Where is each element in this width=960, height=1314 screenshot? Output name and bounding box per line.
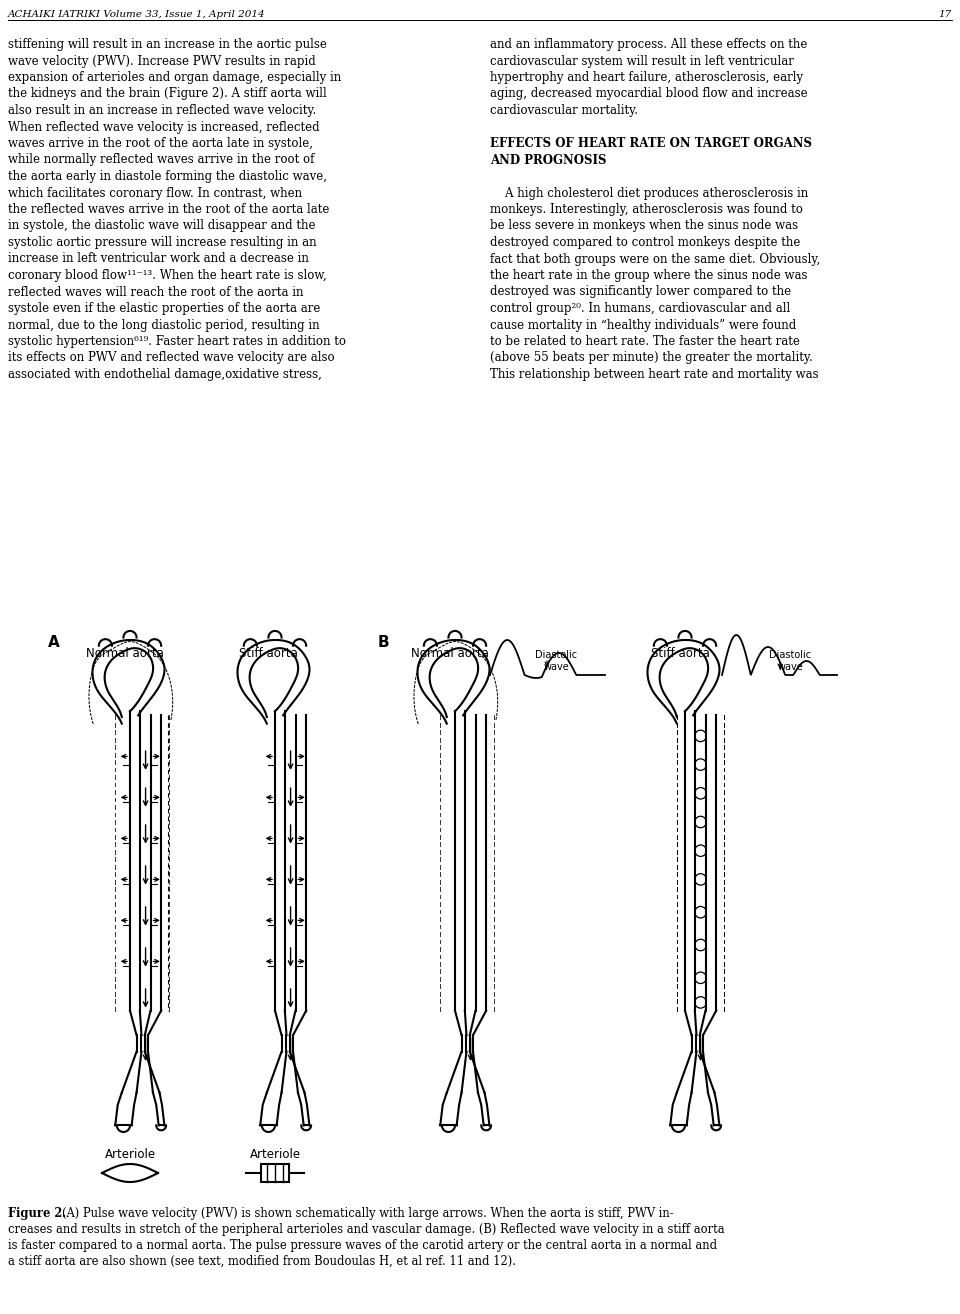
Text: reflected waves will reach the root of the aorta in: reflected waves will reach the root of t… [8, 285, 303, 298]
Text: and an inflammatory process. All these effects on the: and an inflammatory process. All these e… [490, 38, 807, 51]
Text: B: B [378, 635, 390, 650]
Text: Diastolic
wave: Diastolic wave [769, 650, 811, 671]
Text: A high cholesterol diet produces atherosclerosis in: A high cholesterol diet produces atheros… [490, 187, 808, 200]
Text: the reflected waves arrive in the root of the aorta late: the reflected waves arrive in the root o… [8, 202, 329, 215]
Text: Normal aorta: Normal aorta [86, 646, 164, 660]
Text: cardiovascular system will result in left ventricular: cardiovascular system will result in lef… [490, 54, 794, 67]
Text: control group²⁰. In humans, cardiovascular and all: control group²⁰. In humans, cardiovascul… [490, 302, 790, 315]
Text: systolic hypertension⁶¹⁹. Faster heart rates in addition to: systolic hypertension⁶¹⁹. Faster heart r… [8, 335, 346, 348]
Text: aging, decreased myocardial blood flow and increase: aging, decreased myocardial blood flow a… [490, 88, 807, 100]
Text: associated with endothelial damage,oxidative stress,: associated with endothelial damage,oxida… [8, 368, 322, 381]
Text: Stiff aorta: Stiff aorta [239, 646, 298, 660]
Text: the heart rate in the group where the sinus node was: the heart rate in the group where the si… [490, 269, 807, 283]
Text: Figure 2.: Figure 2. [8, 1208, 70, 1219]
Bar [261, 1164, 289, 1183]
Text: expansion of arterioles and organ damage, especially in: expansion of arterioles and organ damage… [8, 71, 341, 84]
Text: waves arrive in the root of the aorta late in systole,: waves arrive in the root of the aorta la… [8, 137, 313, 150]
Text: Diastolic
wave: Diastolic wave [535, 650, 577, 671]
Text: Normal aorta: Normal aorta [411, 646, 489, 660]
Text: to be related to heart rate. The faster the heart rate: to be related to heart rate. The faster … [490, 335, 800, 348]
Text: cardiovascular mortality.: cardiovascular mortality. [490, 104, 638, 117]
Text: monkeys. Interestingly, atherosclerosis was found to: monkeys. Interestingly, atherosclerosis … [490, 202, 803, 215]
Text: systolic aortic pressure will increase resulting in an: systolic aortic pressure will increase r… [8, 237, 317, 248]
Text: Arteriole: Arteriole [105, 1148, 156, 1162]
Text: creases and results in stretch of the peripheral arterioles and vascular damage.: creases and results in stretch of the pe… [8, 1223, 725, 1236]
Text: also result in an increase in reflected wave velocity.: also result in an increase in reflected … [8, 104, 316, 117]
Text: the aorta early in diastole forming the diastolic wave,: the aorta early in diastole forming the … [8, 170, 327, 183]
Text: be less severe in monkeys when the sinus node was: be less severe in monkeys when the sinus… [490, 219, 798, 233]
Text: EFFECTS OF HEART RATE ON TARGET ORGANS: EFFECTS OF HEART RATE ON TARGET ORGANS [490, 137, 812, 150]
Text: coronary blood flow¹¹⁻¹³. When the heart rate is slow,: coronary blood flow¹¹⁻¹³. When the heart… [8, 269, 326, 283]
Text: cause mortality in “healthy individuals” were found: cause mortality in “healthy individuals”… [490, 318, 796, 331]
Text: A: A [48, 635, 60, 650]
Text: 17: 17 [939, 11, 952, 18]
Text: its effects on PWV and reflected wave velocity are also: its effects on PWV and reflected wave ve… [8, 352, 335, 364]
Text: increase in left ventricular work and a decrease in: increase in left ventricular work and a … [8, 252, 309, 265]
Text: (above 55 beats per minute) the greater the mortality.: (above 55 beats per minute) the greater … [490, 352, 813, 364]
Text: destroyed was significantly lower compared to the: destroyed was significantly lower compar… [490, 285, 791, 298]
Text: destroyed compared to control monkeys despite the: destroyed compared to control monkeys de… [490, 237, 801, 248]
Text: Arteriole: Arteriole [250, 1148, 300, 1162]
Text: AND PROGNOSIS: AND PROGNOSIS [490, 154, 607, 167]
Text: Stiff aorta: Stiff aorta [651, 646, 709, 660]
Text: When reflected wave velocity is increased, reflected: When reflected wave velocity is increase… [8, 121, 320, 134]
Text: systole even if the elastic properties of the aorta are: systole even if the elastic properties o… [8, 302, 321, 315]
Text: hypertrophy and heart failure, atherosclerosis, early: hypertrophy and heart failure, atheroscl… [490, 71, 804, 84]
Text: which facilitates coronary flow. In contrast, when: which facilitates coronary flow. In cont… [8, 187, 302, 200]
Text: a stiff aorta are also shown (see text, modified from Boudoulas H, et al ref. 11: a stiff aorta are also shown (see text, … [8, 1255, 516, 1268]
Text: in systole, the diastolic wave will disappear and the: in systole, the diastolic wave will disa… [8, 219, 316, 233]
Text: fact that both groups were on the same diet. Obviously,: fact that both groups were on the same d… [490, 252, 820, 265]
Text: while normally reflected waves arrive in the root of: while normally reflected waves arrive in… [8, 154, 314, 167]
Text: ACHAIKI IATRIKI Volume 33, Issue 1, April 2014: ACHAIKI IATRIKI Volume 33, Issue 1, Apri… [8, 11, 266, 18]
Text: (A) Pulse wave velocity (PWV) is shown schematically with large arrows. When the: (A) Pulse wave velocity (PWV) is shown s… [62, 1208, 674, 1219]
Text: the kidneys and the brain (Figure 2). A stiff aorta will: the kidneys and the brain (Figure 2). A … [8, 88, 326, 100]
Text: This relationship between heart rate and mortality was: This relationship between heart rate and… [490, 368, 819, 381]
Text: is faster compared to a normal aorta. The pulse pressure waves of the carotid ar: is faster compared to a normal aorta. Th… [8, 1239, 717, 1252]
Text: normal, due to the long diastolic period, resulting in: normal, due to the long diastolic period… [8, 318, 320, 331]
Text: wave velocity (PWV). Increase PWV results in rapid: wave velocity (PWV). Increase PWV result… [8, 54, 316, 67]
Text: stiffening will result in an increase in the aortic pulse: stiffening will result in an increase in… [8, 38, 326, 51]
